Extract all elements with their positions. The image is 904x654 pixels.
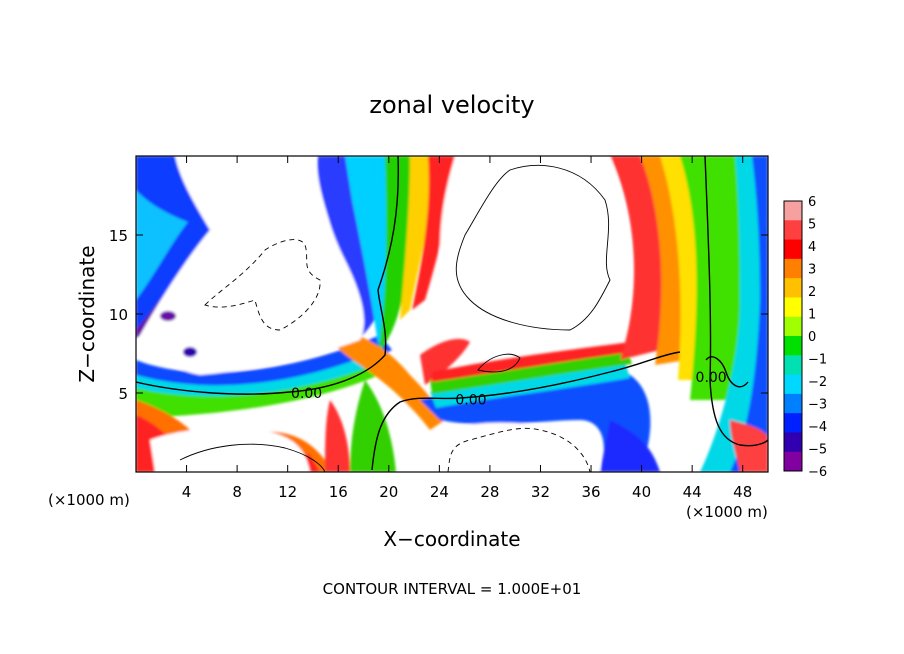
x-tick-label: 4 [182, 483, 192, 501]
colorbar-tick-label: −2 [808, 375, 827, 390]
field-left-white [140, 156, 365, 375]
x-axis-label: X−coordinate [383, 527, 520, 551]
field-right-green [680, 156, 748, 400]
y-tick-label: 10 [109, 306, 128, 324]
field-right-cyan [700, 156, 768, 472]
field-left-bottom-white [150, 428, 310, 472]
colorbar-swatch [784, 239, 802, 260]
colorbar-tick-label: 3 [808, 263, 816, 278]
colorbar-tick-label: 5 [808, 218, 816, 233]
contour-lines [136, 156, 768, 471]
field-bottom-white [430, 422, 600, 472]
y-axis-label: Z−coordinate [75, 245, 99, 382]
heatmap-field: 0.00 0.00 0.00 [136, 156, 768, 472]
colorbar-tick-label: −5 [808, 443, 827, 458]
colorbar-tick-label: 4 [808, 240, 816, 255]
colorbar-swatch [784, 258, 802, 279]
field-purple-blob-1 [160, 311, 176, 321]
contour-center-positive [455, 165, 611, 331]
contour-zero-mid [371, 351, 681, 471]
field-center-white [440, 156, 632, 342]
contour-negative-left [204, 239, 321, 331]
colorbar-tick-label: −6 [808, 465, 827, 480]
colorbar-swatch [784, 278, 802, 298]
field-jet-red [412, 156, 455, 310]
x-tick-label: 32 [531, 483, 550, 501]
field-midband-red [432, 342, 632, 382]
colorbar-swatch [784, 201, 802, 221]
contour-negative-bottom [447, 427, 591, 472]
contour-label: 0.00 [291, 386, 322, 402]
x-tick-label: 40 [632, 483, 651, 501]
colorbar-tick-label: 6 [808, 195, 816, 210]
colorbar-swatch [784, 297, 802, 318]
colorbar-swatch [784, 393, 802, 414]
field-midband-green [430, 352, 632, 394]
y-tick-label: 15 [109, 227, 128, 245]
y-tick-label: 5 [118, 385, 128, 403]
contour-label: 0.00 [455, 392, 486, 408]
contour-label: 0.00 [696, 370, 727, 386]
contour-zero-loop [705, 356, 749, 388]
field-stem-red [325, 400, 350, 472]
field-right-red [610, 156, 665, 360]
x-tick-label: 8 [232, 483, 242, 501]
colorbar-tick-label: 2 [808, 285, 816, 300]
contour-thin [179, 165, 611, 472]
field-stem-green [350, 380, 396, 472]
colorbar-tick-label: −4 [808, 420, 827, 435]
colorbar-swatch [784, 413, 802, 433]
contour-interval-note: CONTOUR INTERVAL = 1.000E+01 [323, 580, 582, 598]
x-tick-label: 48 [733, 483, 752, 501]
field-branch-orange [330, 330, 445, 430]
colorbar-swatch [784, 432, 802, 453]
colorbar-tick-label: 0 [808, 330, 816, 345]
colorbar-swatch [784, 316, 802, 337]
colorbar-swatch [784, 451, 802, 472]
contour-small-loop [477, 353, 521, 373]
x-tick-label: 36 [581, 483, 600, 501]
colorbar-tick-label: −1 [808, 353, 827, 368]
field-left-band-cyan [136, 350, 386, 410]
colorbar-swatch [784, 220, 802, 241]
x-tick-label: 20 [379, 483, 398, 501]
x-unit-left: (×1000 m) [48, 491, 130, 509]
x-tick-label: 24 [430, 483, 449, 501]
contour-zero-left [136, 156, 399, 395]
field-right-blue [730, 156, 768, 472]
colorbar-swatch [784, 336, 802, 356]
contour-zero-right [704, 156, 768, 447]
x-tick-label: 12 [278, 483, 297, 501]
field-left-band-blue [136, 335, 392, 400]
x-unit-right: (×1000 m) [686, 503, 768, 521]
x-tick-label: 16 [329, 483, 348, 501]
field-right-bottom-blue [600, 420, 660, 472]
field-purple-blob-2 [183, 347, 197, 357]
chart-title: zonal velocity [369, 91, 534, 119]
colorbar-swatch [784, 374, 802, 395]
colorbar-swatch [784, 355, 802, 376]
colorbar-tick-label: −3 [808, 398, 827, 413]
colorbar-frame [783, 200, 803, 472]
x-tick-label: 44 [683, 483, 702, 501]
field-upperleft-cyan [136, 190, 188, 300]
x-tick-label: 28 [480, 483, 499, 501]
field-left-band-green [136, 362, 386, 418]
colorbar: 6 5 4 3 2 1 0 −1 −2 −3 −4 −5 −6 [783, 195, 827, 480]
field-jet-left-cyan [345, 156, 394, 345]
contour-bottom-left [179, 443, 326, 472]
colorbar-tick-label: 1 [808, 308, 816, 323]
